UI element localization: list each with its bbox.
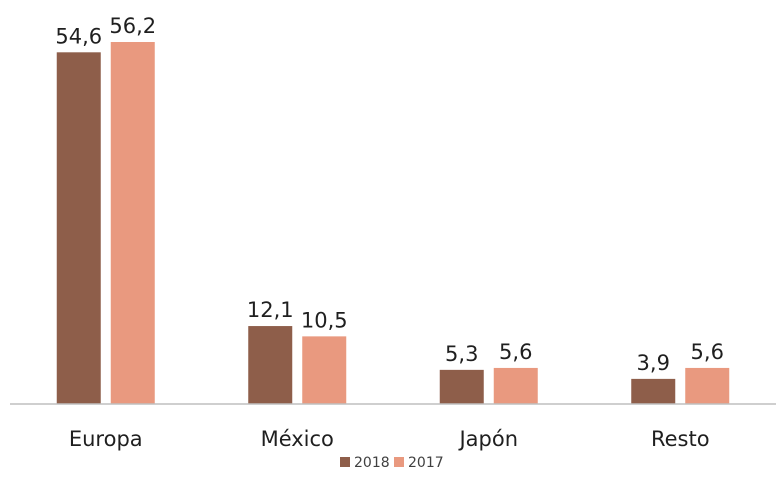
category-labels-group: Europa México Japón Resto xyxy=(69,427,710,451)
value-labels-group: 54,6 56,2 12,1 10,5 5,3 5,6 3,9 5,6 xyxy=(55,14,724,375)
value-label-2018-europa: 54,6 xyxy=(55,24,102,48)
category-label-resto: Resto xyxy=(651,427,710,451)
value-label-2017-japón: 5,6 xyxy=(499,340,532,364)
bar-2017-resto xyxy=(685,367,730,404)
bar-2018-resto xyxy=(631,378,676,404)
bars-group xyxy=(56,42,730,404)
value-label-2017-méxico: 10,5 xyxy=(301,308,348,332)
bar-2018-japón xyxy=(439,369,484,404)
value-label-2017-europa: 56,2 xyxy=(109,14,156,38)
category-label-europa: Europa xyxy=(69,427,143,451)
legend-swatch-2018 xyxy=(340,457,350,467)
value-label-2018-resto: 3,9 xyxy=(637,351,670,375)
legend-label-2018: 2018 xyxy=(354,455,390,471)
category-label-japón: Japón xyxy=(457,427,518,451)
bar-2017-méxico xyxy=(302,336,347,404)
legend-label-2017: 2017 xyxy=(408,455,444,471)
bar-2017-japón xyxy=(493,367,538,404)
bar-2018-europa xyxy=(56,52,101,404)
value-label-2018-japón: 5,3 xyxy=(445,342,478,366)
legend: 2018 2017 xyxy=(340,455,444,471)
category-label-méxico: México xyxy=(261,427,334,451)
value-label-2018-méxico: 12,1 xyxy=(247,298,294,322)
bar-2017-europa xyxy=(110,42,155,404)
value-label-2017-resto: 5,6 xyxy=(691,340,724,364)
legend-swatch-2017 xyxy=(394,457,404,467)
bar-2018-méxico xyxy=(248,326,293,404)
